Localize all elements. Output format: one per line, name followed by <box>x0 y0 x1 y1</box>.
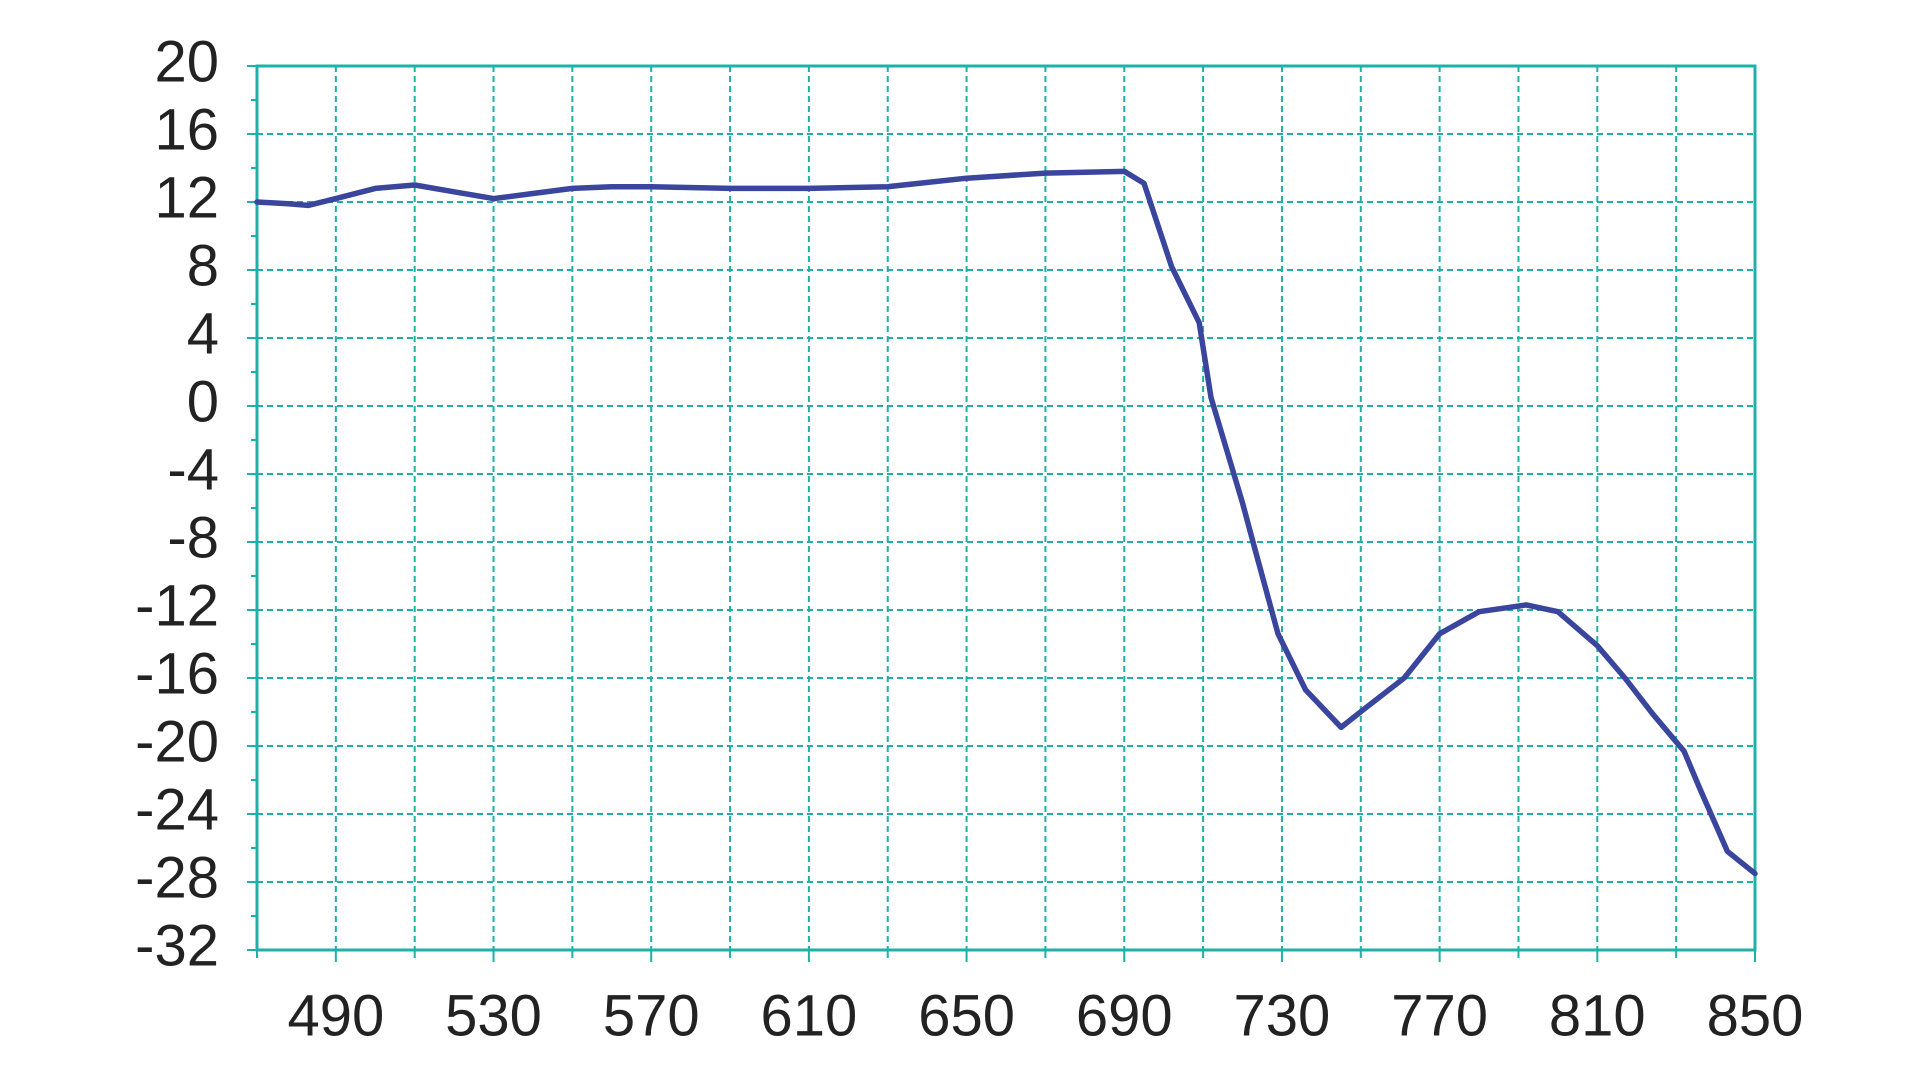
plot-frame <box>255 64 1757 952</box>
x-tick-label: 730 <box>1234 983 1331 1048</box>
x-tick-label: 770 <box>1391 983 1488 1048</box>
y-tick-label: -12 <box>135 573 219 638</box>
x-tick-label: 570 <box>603 983 700 1048</box>
x-tick-label: 690 <box>1076 983 1173 1048</box>
y-tick-label: 4 <box>187 301 219 366</box>
x-tick-label: 650 <box>918 983 1015 1048</box>
y-tick-label: 16 <box>154 97 219 162</box>
y-tick-label: -8 <box>167 505 219 570</box>
y-tick-label: -20 <box>135 709 219 774</box>
y-tick-label: -16 <box>135 641 219 706</box>
y-tick-label: -32 <box>135 913 219 978</box>
x-tick-label: 850 <box>1707 983 1804 1048</box>
y-tick-label: -28 <box>135 845 219 910</box>
y-tick-label: 12 <box>154 165 219 230</box>
x-tick-label: 490 <box>287 983 384 1048</box>
y-tick-label: -4 <box>167 437 219 502</box>
y-tick-label: 8 <box>187 233 219 298</box>
x-tick-label: 810 <box>1549 983 1646 1048</box>
y-tick-label: 20 <box>154 29 219 94</box>
y-tick-label: 0 <box>187 369 219 434</box>
x-tick-label: 610 <box>761 983 858 1048</box>
y-tick-label: -24 <box>135 777 219 842</box>
data-line <box>254 168 1758 877</box>
x-tick-label: 530 <box>445 983 542 1048</box>
